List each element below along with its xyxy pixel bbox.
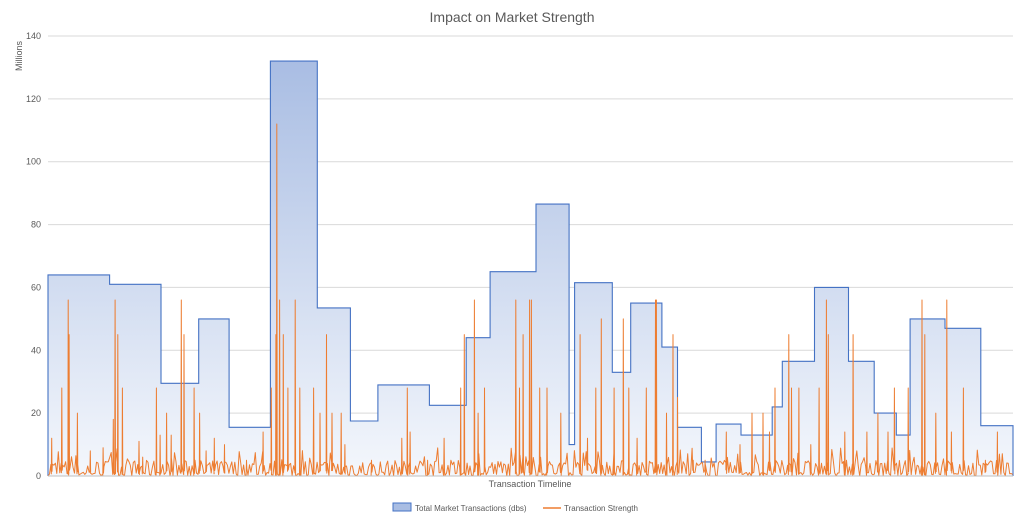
y-tick-label: 80: [31, 220, 41, 230]
y-tick-label: 60: [31, 282, 41, 292]
transaction-strength-series: [47, 123, 1013, 477]
legend-label-total-market-transactions: Total Market Transactions (dbs): [415, 504, 527, 513]
y-axis-label: Millions: [14, 41, 24, 72]
transaction-strength-line: [47, 123, 1013, 477]
legend-label-transaction-strength: Transaction Strength: [564, 504, 638, 513]
legend: Total Market Transactions (dbs) Transact…: [392, 502, 638, 513]
y-axis-ticks: 0 20 40 60 80 100 120 140: [26, 31, 41, 481]
y-tick-label: 140: [26, 31, 41, 41]
y-tick-label: 40: [31, 345, 41, 355]
x-axis-label: Transaction Timeline: [489, 479, 572, 489]
total-market-transactions-outline: [47, 60, 1014, 476]
y-tick-label: 100: [26, 157, 41, 167]
total-market-transactions-series: [47, 60, 1014, 476]
legend-swatch-total-market-transactions: [392, 502, 412, 512]
y-tick-label: 20: [31, 408, 41, 418]
y-tick-label: 0: [36, 471, 41, 481]
y-tick-label: 120: [26, 94, 41, 104]
total-market-transactions-area: [48, 61, 1013, 476]
chart-title: Impact on Market Strength: [430, 9, 595, 25]
